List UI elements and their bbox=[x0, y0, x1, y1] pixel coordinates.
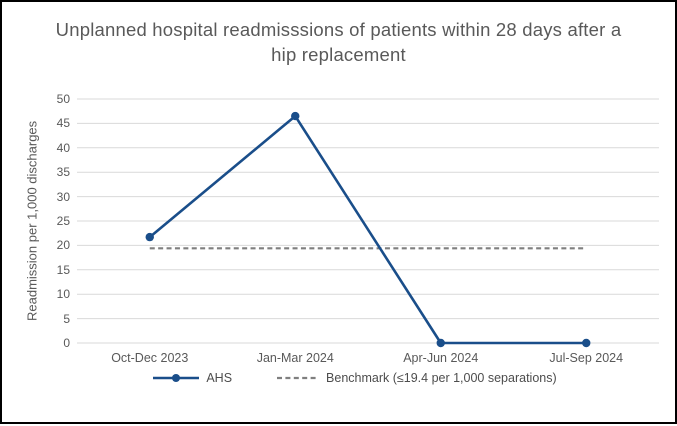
legend-item-ahs: AHS bbox=[152, 371, 232, 385]
y-tick-label: 25 bbox=[56, 214, 70, 228]
data-point-marker bbox=[145, 232, 154, 242]
ahs-line-marker-icon bbox=[153, 374, 200, 382]
legend-label-benchmark: Benchmark (≤19.4 per 1,000 separations) bbox=[326, 371, 557, 385]
y-tick-label: 15 bbox=[56, 262, 70, 277]
chart-title: Unplanned hospital readmisssions of pati… bbox=[55, 19, 622, 65]
y-tick-label: 45 bbox=[56, 116, 70, 131]
x-axis-label: Jan-Mar 2024 bbox=[256, 351, 334, 365]
benchmark-dashed-line-icon bbox=[277, 376, 320, 380]
y-tick-label: 5 bbox=[63, 311, 70, 326]
data-point-marker bbox=[291, 111, 300, 121]
y-tick-label: 40 bbox=[56, 140, 70, 155]
y-tick-label: 10 bbox=[56, 287, 70, 302]
x-axis-label: Jul-Sep 2024 bbox=[549, 351, 624, 365]
y-tick-label: 20 bbox=[56, 238, 70, 253]
x-axis-label: Apr-Jun 2024 bbox=[403, 351, 479, 365]
legend-label-ahs: AHS bbox=[206, 371, 233, 385]
legend: AHS Benchmark (≤19.4 per 1,000 separatio… bbox=[16, 371, 677, 385]
data-point-marker bbox=[436, 338, 445, 348]
y-tick-label: 35 bbox=[56, 165, 70, 180]
data-point-marker bbox=[582, 338, 591, 348]
x-axis-label: Oct-Dec 2023 bbox=[111, 351, 189, 365]
y-tick-label: 50 bbox=[56, 92, 70, 106]
y-tick-label: 0 bbox=[63, 336, 70, 350]
series-line-ahs bbox=[148, 114, 588, 345]
y-tick-label: 30 bbox=[56, 189, 70, 204]
legend-item-benchmark: Benchmark (≤19.4 per 1,000 separations) bbox=[276, 371, 557, 385]
